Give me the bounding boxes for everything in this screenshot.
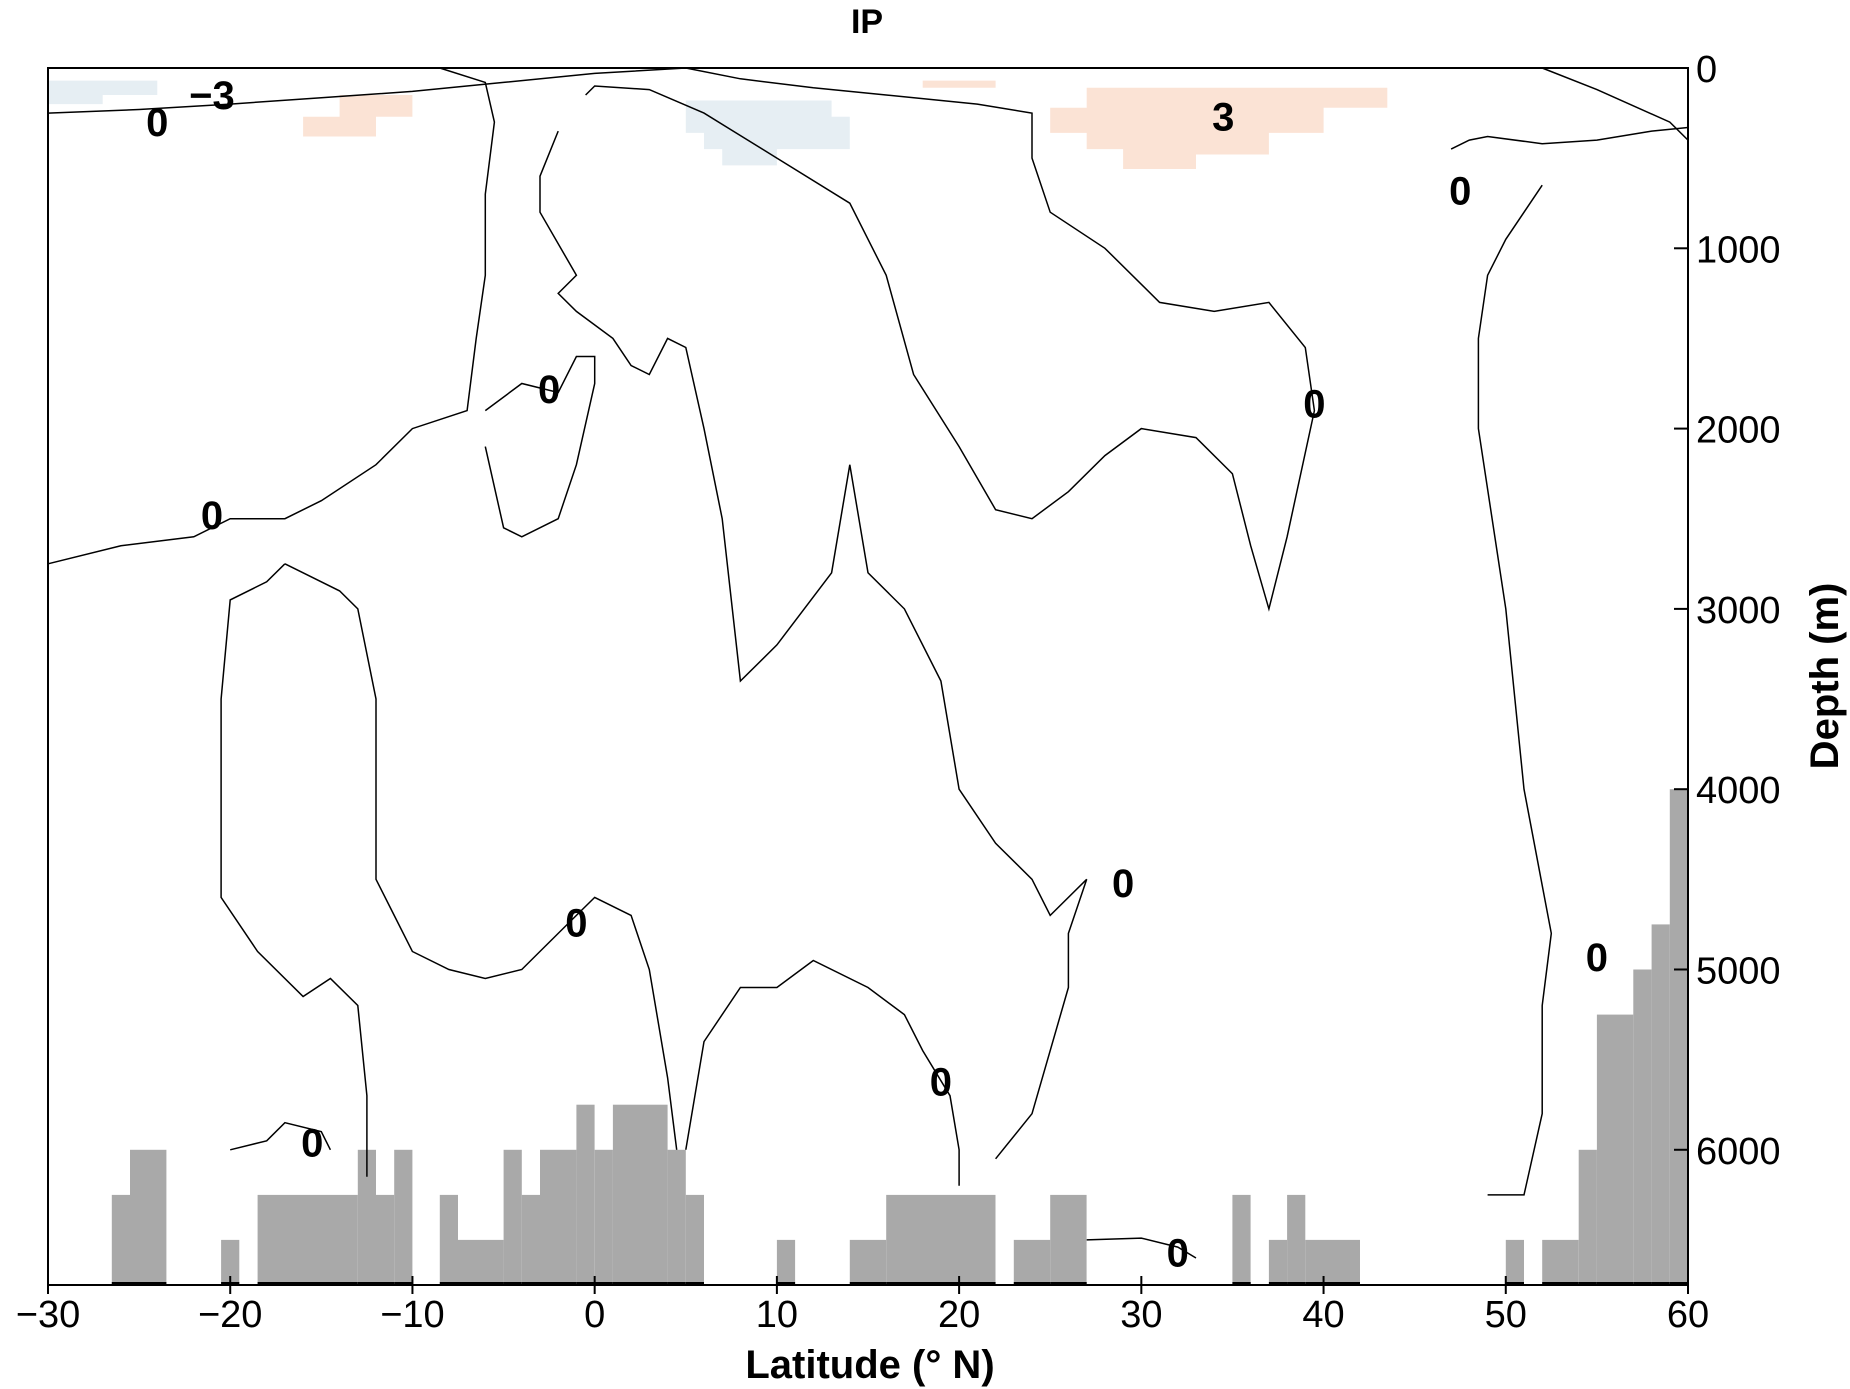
contour-label: −3: [189, 74, 235, 118]
y-axis-title: Depth (m): [1803, 583, 1847, 770]
positive-anomaly-patch: [303, 95, 413, 137]
x-tick-label: 0: [584, 1294, 605, 1336]
bathymetry-bar: [521, 1194, 540, 1285]
bathymetry-bar: [612, 1104, 668, 1285]
negative-anomaly-patch: [48, 80, 158, 105]
bathymetry-bar: [458, 1239, 504, 1285]
bathymetry-bar: [1305, 1239, 1360, 1285]
bathymetry-bar: [540, 1149, 577, 1285]
zero-contour-line: [1086, 1237, 1197, 1259]
contour-layer: [47, 67, 1689, 1259]
plot-area: −3 0 3 0 0 0 0 0 0 0 0 0 0: [47, 67, 1689, 1286]
positive-anomaly-patch: [1050, 87, 1388, 169]
x-tick-label: −30: [16, 1294, 80, 1336]
bathymetry-bar: [849, 1239, 887, 1285]
contour-label: 0: [1586, 936, 1608, 980]
bathymetry-bar: [394, 1149, 413, 1285]
bathymetry-bar: [111, 1194, 130, 1285]
x-axis: −30 −20 −10 0 10 20 30 40 50 60: [16, 1276, 1709, 1336]
bathymetry-bar: [776, 1239, 796, 1285]
contour-label: 0: [1449, 170, 1471, 214]
zero-contour-line: [1477, 184, 1553, 1196]
y-tick-label: 3000: [1696, 590, 1781, 632]
contour-label: 0: [538, 368, 560, 412]
y-tick-label: 5000: [1696, 950, 1781, 992]
bathymetry-bar: [1050, 1194, 1087, 1285]
bathymetry-bar: [221, 1239, 240, 1285]
x-tick-label: 20: [938, 1294, 980, 1336]
zero-contour-line: [220, 563, 368, 1177]
zero-contour-line: [47, 67, 686, 114]
y-tick-label: 6000: [1696, 1131, 1781, 1173]
bathymetry-bar: [376, 1194, 395, 1285]
bathymetry-bar: [1232, 1194, 1251, 1285]
bathymetry-bar: [130, 1149, 167, 1285]
zero-contour-line: [1450, 126, 1689, 150]
anomaly-layer: [48, 80, 1388, 169]
zero-contour-line: [47, 67, 496, 565]
x-tick-label: −20: [198, 1294, 262, 1336]
bathymetry-bar: [439, 1194, 458, 1285]
x-tick-label: 60: [1667, 1294, 1709, 1336]
bathymetry-bar: [685, 1194, 704, 1285]
contour-label: 0: [1112, 862, 1134, 906]
x-tick-label: 30: [1120, 1294, 1162, 1336]
bathymetry-layer: [111, 789, 1688, 1286]
contour-label: 0: [565, 902, 587, 946]
bathymetry-bar: [1542, 1239, 1579, 1285]
zero-contour-line: [685, 959, 960, 1186]
bathymetry-bar: [1287, 1194, 1306, 1285]
y-tick-label: 1000: [1696, 229, 1781, 271]
contour-label: 0: [930, 1060, 952, 1104]
contour-label: 0: [146, 101, 168, 145]
x-tick-label: 40: [1302, 1294, 1344, 1336]
contour-label-layer: −3 0 3 0 0 0 0 0 0 0 0 0 0: [146, 74, 1608, 1276]
y-tick-label: 2000: [1696, 410, 1781, 452]
bathymetry-bar: [594, 1149, 613, 1285]
negative-anomaly-patch: [685, 100, 850, 166]
bathymetry-bar: [886, 1194, 996, 1285]
contour-label: 3: [1212, 96, 1234, 140]
bathymetry-bar: [357, 1149, 376, 1285]
zero-contour-line: [284, 563, 678, 1150]
zero-contour-line: [539, 130, 1088, 1160]
x-axis-title: Latitude (° N): [745, 1343, 994, 1387]
x-tick-label: 50: [1485, 1294, 1527, 1336]
bathymetry-bar: [576, 1104, 595, 1285]
zero-contour-line: [585, 67, 1316, 612]
plot-background: [48, 68, 1688, 1285]
bathymetry-bar: [503, 1149, 522, 1285]
chart-title: IP: [851, 3, 883, 41]
contour-label: 0: [1167, 1232, 1189, 1276]
bathymetry-bar: [1268, 1239, 1288, 1285]
bathymetry-bar: [1651, 924, 1670, 1285]
bathymetry-bar: [1013, 1239, 1051, 1285]
zero-contour-line: [1541, 67, 1689, 141]
positive-anomaly-patch: [922, 80, 996, 88]
bathymetry-bar: [1669, 789, 1688, 1285]
plot-frame: [47, 67, 1689, 1286]
zero-contour-line: [484, 355, 596, 538]
bathymetry-bar: [1596, 1014, 1634, 1285]
contour-label: 0: [1303, 382, 1325, 426]
contour-label: 0: [301, 1122, 323, 1166]
bathymetry-bar: [667, 1149, 686, 1285]
y-tick-label: 4000: [1696, 770, 1781, 812]
x-tick-label: −10: [380, 1294, 444, 1336]
bathymetry-bar: [1633, 969, 1652, 1285]
x-tick-label: 10: [756, 1294, 798, 1336]
y-tick-label: 0: [1696, 49, 1717, 91]
bathymetry-bar: [1578, 1149, 1597, 1285]
y-axis: 0 1000 2000 3000 4000 5000 6000: [1674, 49, 1781, 1173]
zero-contour-line: [230, 1121, 332, 1151]
bathymetry-bar: [257, 1194, 358, 1285]
contour-label: 0: [201, 494, 223, 538]
bathymetry-bar: [1505, 1239, 1524, 1285]
